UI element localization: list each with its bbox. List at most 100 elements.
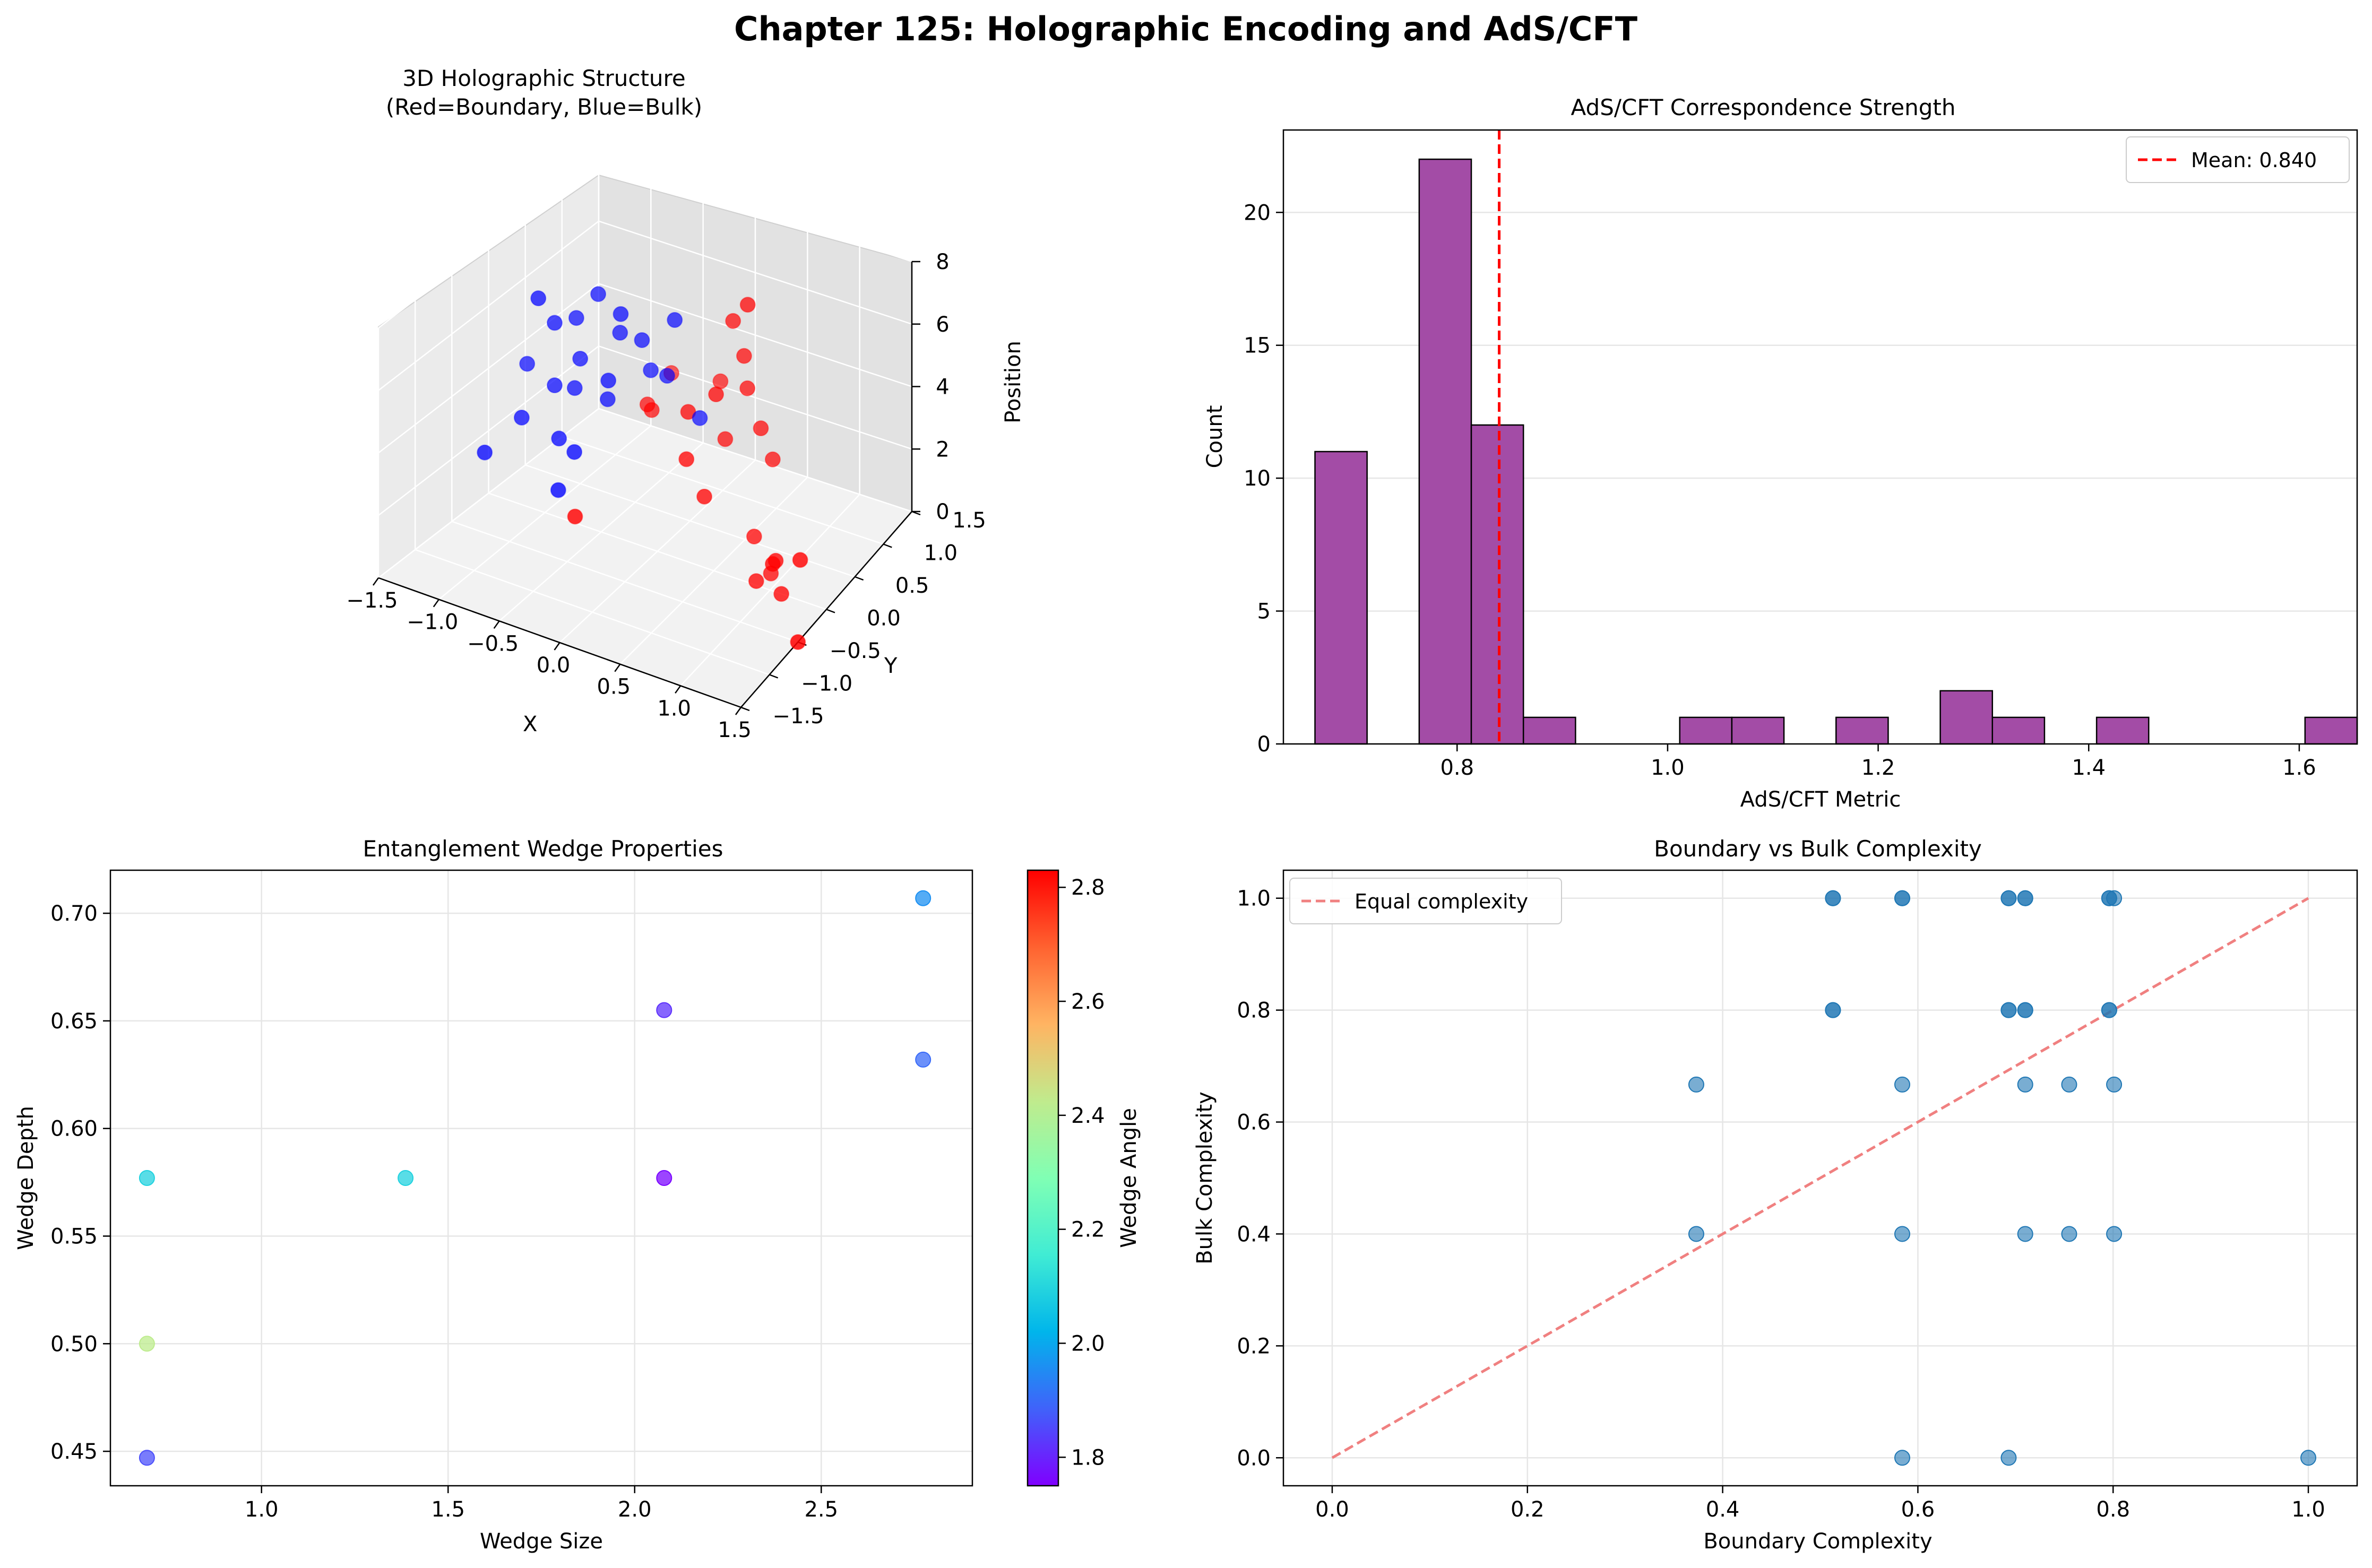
complexity-y-tick-label: 0.0 (1237, 1446, 1271, 1470)
x-tick-3d (735, 707, 742, 715)
y-tick-label-3d: −0.5 (830, 639, 881, 663)
complexity-y-tick-label: 0.6 (1237, 1111, 1271, 1135)
wedge-y-tick-label: 0.65 (50, 1009, 98, 1034)
hist-bar (1522, 716, 1576, 745)
z-tick-label-3d: 0 (936, 500, 949, 524)
hist-y-tick-label: 0 (1257, 732, 1271, 757)
boundary-point (753, 420, 769, 437)
colorbar-tick-label: 2.2 (1071, 1218, 1105, 1242)
bulk-point (566, 444, 583, 460)
hist-y-ticks: 0 5 10 15 20 (1244, 201, 1283, 757)
complexity-point (1825, 1002, 1841, 1018)
wedge-y-ticks: 0.45 0.50 0.55 0.60 0.65 0.70 (50, 902, 110, 1464)
wedge-point (139, 1336, 155, 1352)
bulk-point (550, 482, 566, 498)
panel-2-title: AdS/CFT Correspondence Strength (1571, 94, 1956, 120)
bulk-point (612, 325, 628, 341)
complexity-point (2017, 1076, 2033, 1093)
complexity-points (1688, 890, 2317, 1466)
complexity-point (2101, 1002, 2117, 1018)
hist-y-tick-label: 20 (1244, 201, 1271, 225)
boundary-point (739, 297, 756, 313)
boundary-point (748, 573, 764, 590)
boundary-point (725, 313, 741, 329)
complexity-point (2000, 1002, 2017, 1018)
hist-y-tick-label: 10 (1244, 466, 1271, 491)
points-3d (477, 286, 808, 650)
wedge-point (139, 1170, 155, 1186)
complexity-point (2106, 1226, 2123, 1242)
wedge-point (139, 1450, 155, 1466)
boundary-point (773, 586, 790, 602)
y-tick-label-3d: −1.5 (772, 704, 824, 729)
boundary-point (678, 451, 695, 467)
complexity-y-label: Bulk Complexity (1193, 1091, 1217, 1264)
wedge-point (915, 890, 931, 906)
y-ticks-3d: −1.5 −1.0 −0.5 0.0 0.5 1.0 1.5 (740, 508, 986, 729)
equal-complexity-line (1331, 897, 2309, 1459)
complexity-x-tick-label: 0.2 (1511, 1497, 1545, 1522)
bulk-point (599, 391, 616, 408)
colorbar: 1.8 2.0 2.2 2.4 2.6 2.8 Wedge Angle (1027, 869, 1141, 1487)
grid-3d-horizontal (378, 345, 912, 516)
complexity-point (2106, 1076, 2123, 1093)
complexity-y-tick-label: 1.0 (1237, 887, 1271, 911)
boundary-point (764, 451, 781, 467)
wedge-y-tick-label: 0.55 (50, 1225, 98, 1249)
complexity-x-tick-label: 0.8 (2096, 1497, 2130, 1522)
complexity-x-tick-label: 0.0 (1315, 1497, 1349, 1522)
grid-3d-horizontal (378, 283, 912, 454)
boundary-point (746, 529, 762, 545)
hist-bar (1991, 716, 2046, 745)
boundary-point (736, 348, 752, 364)
figure-title: Chapter 125: Holographic Encoding and Ad… (734, 10, 1637, 48)
y-tick-label-3d: −1.0 (801, 672, 852, 696)
bulk-point (477, 444, 493, 461)
boundary-point (567, 508, 583, 525)
boundary-point (739, 380, 756, 396)
hist-bar (1731, 716, 1785, 745)
hist-bar (2095, 716, 2150, 745)
hist-bar (1679, 716, 1733, 745)
hist-bar (1314, 451, 1368, 745)
wedge-y-tick-label: 0.50 (50, 1332, 98, 1356)
wedge-y-tick-label: 0.70 (50, 902, 98, 926)
colorbar-ticks: 1.8 2.0 2.2 2.4 2.6 2.8 (1058, 876, 1105, 1470)
z-tick-label-3d: 8 (936, 250, 949, 274)
wedge-frame (109, 869, 973, 1487)
panel-4-title: Boundary vs Bulk Complexity (1654, 836, 1982, 862)
wedge-x-tick-label: 1.0 (245, 1497, 279, 1522)
hist-x-tick-label: 1.6 (2282, 756, 2316, 780)
boundary-point (696, 488, 713, 505)
panel-entanglement-wedge: Entanglement Wedge Properties 1.0 1.5 2.0 2… (14, 836, 1141, 1554)
z-axis-label-3d: Position (1001, 341, 1025, 423)
x-tick-label-3d: 1.0 (657, 696, 691, 721)
y-axis-label-3d: Y (884, 654, 898, 678)
hist-x-tick-label: 1.2 (1861, 756, 1895, 780)
x-tick-3d (554, 642, 560, 651)
x-tick-label-3d: 0.5 (597, 675, 631, 699)
hist-x-ticks: 0.8 1.0 1.2 1.4 1.6 (1440, 744, 2316, 780)
x-axis-label-3d: X (523, 712, 537, 737)
boundary-point (643, 402, 660, 418)
hist-y-tick-label: 15 (1244, 334, 1271, 358)
bulk-point (547, 315, 563, 331)
hist-bar (2304, 716, 2358, 745)
bulk-point (600, 372, 617, 389)
complexity-x-ticks: 0.0 0.2 0.4 0.6 0.8 1.0 (1315, 1486, 2325, 1522)
wedge-point (398, 1170, 414, 1186)
y-tick-label-3d: 0.0 (867, 607, 901, 631)
x-tick-label-3d: 0.0 (537, 653, 571, 678)
colorbar-tick-label: 2.6 (1071, 990, 1105, 1014)
complexity-y-ticks: 0.0 0.2 0.4 0.6 0.8 1.0 (1237, 887, 1283, 1470)
complexity-point (1894, 1076, 1910, 1093)
bulk-point (572, 350, 589, 367)
complexity-x-tick-label: 0.4 (1706, 1497, 1740, 1522)
hist-x-tick-label: 1.0 (1651, 756, 1685, 780)
panel-ads-cft-histogram: AdS/CFT Correspondence Strength 0.8 1.0 1.… (1203, 94, 2358, 812)
bulk-point (551, 430, 567, 447)
complexity-legend-box (1289, 878, 1562, 924)
complexity-point (2061, 1076, 2077, 1093)
z-ticks-3d: 0 2 4 6 8 (912, 250, 950, 524)
complexity-legend: Equal complexity (1289, 878, 1562, 924)
